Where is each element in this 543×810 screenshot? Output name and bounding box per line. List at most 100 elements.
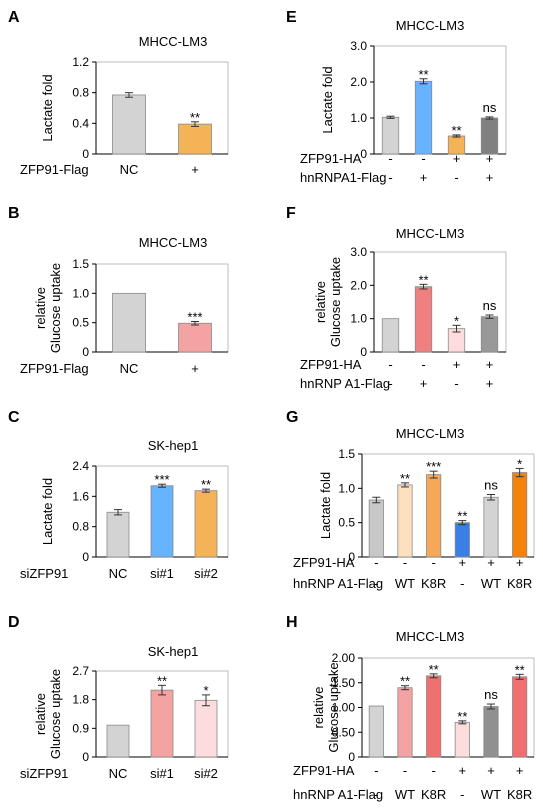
condition-value: - [374, 555, 378, 570]
y-tick-label: 0.4 [72, 116, 89, 130]
condition-value: + [486, 376, 494, 391]
bar [381, 116, 400, 155]
significance-label: ns [484, 687, 498, 702]
significance-label: ns [483, 100, 497, 115]
y-axis-label-line: Glucose uptake [326, 662, 341, 752]
significance-label: ** [429, 662, 439, 677]
panel-letter: B [8, 205, 20, 222]
condition-value: + [453, 357, 461, 372]
y-tick-label: 1.2 [72, 55, 89, 69]
condition-row-label: hnRNP A1-Flag [300, 376, 390, 391]
panel-letter: E [286, 9, 297, 26]
condition-value: - [403, 763, 407, 778]
y-tick-label: 0 [360, 147, 367, 161]
y-tick-label: 1.50 [332, 676, 356, 690]
bar [381, 318, 400, 353]
y-tick-label: 0 [82, 550, 89, 564]
panel-letter: C [8, 409, 20, 426]
condition-value: - [431, 555, 435, 570]
y-tick-label: 0.8 [72, 86, 89, 100]
condition-value: + [516, 555, 524, 570]
condition-value: si#1 [150, 566, 174, 581]
y-axis-label: relativeGlucose uptake [33, 669, 63, 759]
significance-label: ** [457, 709, 467, 724]
condition-value: NC [109, 566, 128, 581]
condition-value: si#1 [150, 766, 174, 781]
y-tick-label: 0.5 [72, 316, 89, 330]
condition-value: + [453, 151, 461, 166]
y-axis-label-line: relative [313, 281, 328, 323]
condition-value: - [374, 763, 378, 778]
y-tick-label: 0 [348, 550, 355, 564]
significance-label: * [517, 456, 522, 471]
condition-value: WT [395, 576, 415, 591]
y-tick-label: 0.8 [72, 520, 89, 534]
condition-value: si#2 [194, 566, 218, 581]
chart-title: SK-hep1 [148, 438, 199, 453]
bar [483, 496, 499, 558]
chart-title: MHCC-LM3 [139, 235, 208, 250]
significance-label: ** [190, 110, 200, 125]
condition-value: - [454, 376, 458, 391]
bar [150, 689, 174, 758]
significance-label: ** [418, 67, 428, 82]
y-axis-label-line: relative [33, 287, 48, 329]
condition-value: - [421, 357, 425, 372]
y-tick-label: 0 [82, 750, 89, 764]
significance-label: ** [400, 674, 410, 689]
panel-h: HMHCC-LM300.501.001.502.00relativeGlucos… [286, 614, 535, 802]
y-axis-label: relativeGlucose uptake [313, 257, 343, 347]
condition-value: K8R [421, 576, 446, 591]
y-tick-label: 0 [82, 147, 89, 161]
y-axis-label: Lactate fold [318, 472, 333, 539]
condition-value: - [403, 555, 407, 570]
bar [454, 721, 470, 758]
condition-value: - [388, 376, 392, 391]
condition-row-label: ZFP91-HA [300, 151, 362, 166]
bar [112, 292, 146, 353]
significance-label: * [203, 683, 208, 698]
y-axis-label-line: relative [311, 687, 326, 729]
chart-title: SK-hep1 [148, 644, 199, 659]
y-tick-label: 2.0 [350, 75, 367, 89]
condition-row-label: ZFP91-HA [293, 763, 355, 778]
significance-label: ** [400, 471, 410, 486]
plot-frame [361, 453, 535, 558]
condition-value: NC [109, 766, 128, 781]
condition-row-label: hnRNPA1-Flag [300, 170, 386, 185]
condition-row-label: hnRNP A1-Flag [293, 787, 383, 802]
y-tick-label: 1.0 [350, 312, 367, 326]
significance-label: ** [157, 673, 167, 688]
condition-value: + [191, 162, 199, 177]
bar [454, 522, 470, 558]
significance-label: ** [418, 272, 428, 287]
condition-row-label: ZFP91-HA [293, 555, 355, 570]
y-tick-label: 0 [82, 345, 89, 359]
bar [368, 499, 384, 558]
bar [426, 474, 442, 558]
condition-value: + [486, 170, 494, 185]
condition-value: - [388, 357, 392, 372]
y-tick-label: 0.50 [332, 725, 356, 739]
panel-letter: D [8, 614, 20, 631]
bar [483, 706, 499, 758]
condition-row-label: siZFP91 [20, 766, 68, 781]
panel-letter: H [286, 614, 298, 631]
condition-value: K8R [507, 576, 532, 591]
y-axis-label-line: Glucose uptake [48, 263, 63, 353]
y-tick-label: 1.5 [72, 257, 89, 271]
condition-value: + [487, 763, 495, 778]
y-tick-label: 1.0 [338, 481, 355, 495]
bar [106, 511, 130, 558]
condition-value: - [460, 576, 464, 591]
bar [397, 484, 413, 558]
bar [512, 676, 528, 758]
condition-value: si#2 [194, 766, 218, 781]
significance-label: ** [457, 509, 467, 524]
significance-label: ** [451, 123, 461, 138]
chart-title: MHCC-LM3 [139, 34, 208, 49]
condition-value: NC [120, 162, 139, 177]
y-tick-label: 1.8 [72, 693, 89, 707]
chart-title: MHCC-LM3 [396, 226, 465, 241]
y-axis-label: relativeGlucose uptake [311, 662, 341, 752]
